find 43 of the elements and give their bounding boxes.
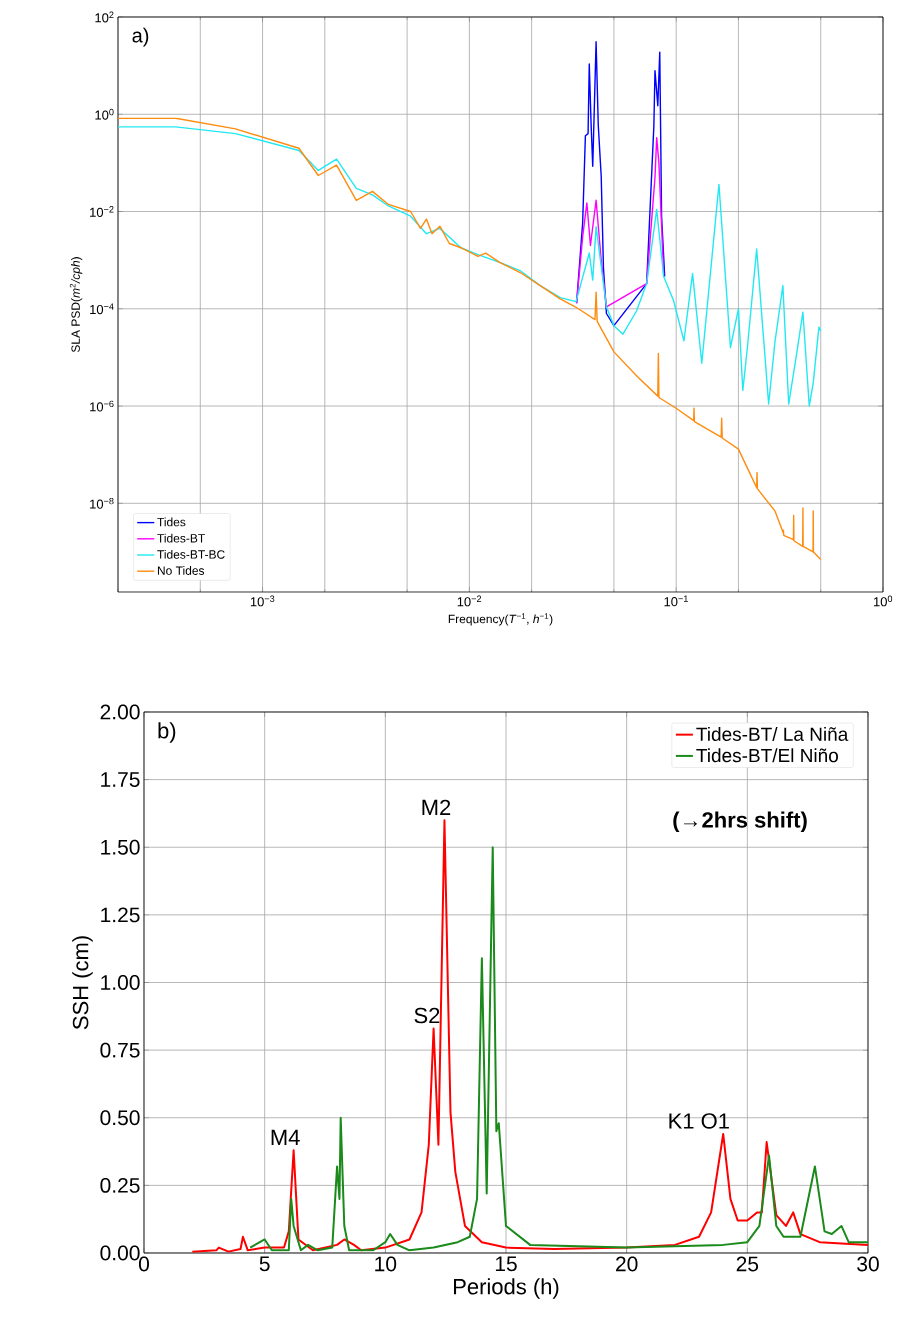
y-tick-label: 0.50 [100,1110,140,1126]
y-tick-label: 0.25 [100,1177,140,1193]
y-tick-label: 1.50 [101,839,140,855]
x-tick-label: 15 [495,1256,517,1272]
y-axis-title: SLA PSD(m$^{2}$/cph) [69,257,83,353]
annotation: M2 [422,799,451,815]
y-tick-label: 2.00 [100,704,140,720]
y-tick-label: 1.75 [101,772,140,787]
legend-label: No Tides [157,566,205,575]
legend-label: Tides-BT/ La Niña [696,727,849,741]
y-tick-label: 10$^{2}$ [95,11,114,23]
x-tick-label: 0 [138,1256,150,1272]
legend-label: Tides [157,517,186,527]
y-tick-label: 10$^{0}$ [95,108,114,120]
x-axis-title: Periods (h) [454,1278,559,1299]
y-tick-label: 0.00 [100,1245,140,1261]
y-tick-label: 1.00 [101,975,140,990]
y-tick-label: 10$^{−6}$ [90,400,114,412]
annotation: b) [158,722,176,743]
y-tick-label: 1.25 [101,907,140,923]
annotation: (→2hrs shift) [673,811,807,833]
x-tick-label: 5 [259,1256,270,1272]
x-tick-label: 10$^{−1}$ [664,595,688,607]
y-tick-label: 0.75 [100,1042,140,1058]
legend-label: Tides-BT-BC [157,549,225,559]
x-tick-label: 10$^{−3}$ [250,595,275,607]
legend-label: Tides-BT/El Niño [696,748,838,763]
annotation: M4 [271,1129,300,1146]
y-tick-label: 10$^{−2}$ [90,206,114,217]
legend-label: Tides-BT [157,533,205,543]
y-axis-title: SSH (cm) [72,936,93,1030]
x-tick-label: 20 [616,1256,638,1272]
x-tick-label: 30 [857,1256,879,1272]
x-tick-label: 10 [375,1256,397,1272]
annotation: K1 O1 [669,1113,729,1129]
y-tick-label: 10$^{−4}$ [90,303,114,315]
x-axis-title: Frequency(T$^{−1}$, h$^{−1}$) [448,613,553,626]
y-tick-label: 10$^{−8}$ [90,497,114,509]
annotation: a) [132,27,149,47]
x-tick-label: 10$^{0}$ [873,595,893,607]
x-tick-label: 25 [736,1256,759,1272]
x-tick-label: 10$^{−2}$ [457,595,482,607]
annotation: S2 [414,1007,440,1024]
